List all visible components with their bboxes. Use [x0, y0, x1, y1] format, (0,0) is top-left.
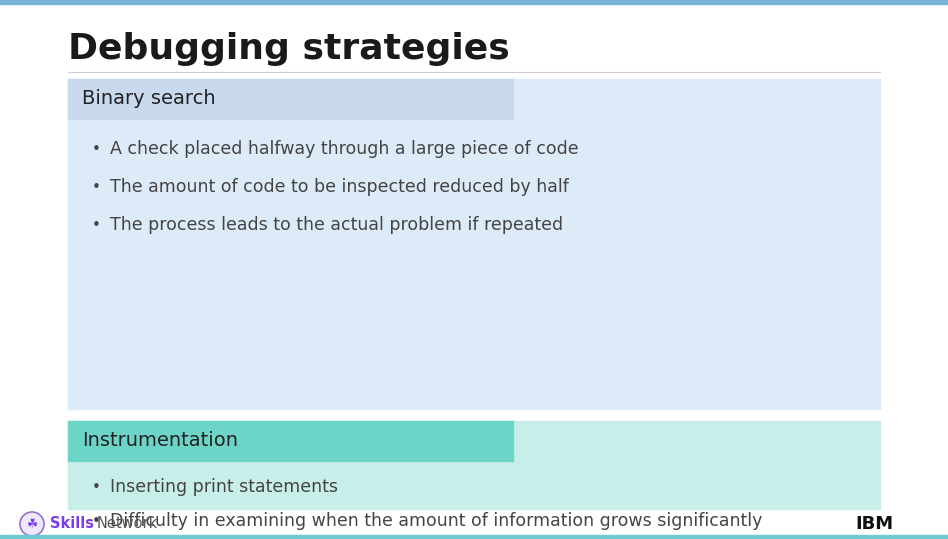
Bar	[68, 421, 880, 509]
Bar	[68, 79, 880, 409]
Text: Debugging strategies: Debugging strategies	[68, 32, 510, 66]
Text: The amount of code to be inspected reduced by half: The amount of code to be inspected reduc…	[110, 178, 569, 196]
Text: ☘: ☘	[27, 517, 38, 530]
Text: IBM: IBM	[855, 515, 893, 533]
Text: Binary search: Binary search	[82, 89, 215, 108]
Text: The process leads to the actual problem if repeated: The process leads to the actual problem …	[110, 216, 563, 234]
Text: •: •	[92, 179, 100, 195]
Bar	[0, 0, 948, 4]
Text: Network: Network	[97, 516, 158, 531]
Bar	[68, 79, 513, 119]
Bar	[68, 421, 513, 461]
Text: •: •	[92, 142, 100, 156]
Bar	[0, 535, 948, 539]
Text: •: •	[92, 514, 100, 529]
Text: •: •	[92, 218, 100, 232]
Text: Instrumentation: Instrumentation	[82, 432, 238, 451]
Text: Difficulty in examining when the amount of information grows significantly: Difficulty in examining when the amount …	[110, 512, 762, 530]
Circle shape	[20, 512, 44, 536]
Text: Skills: Skills	[50, 516, 94, 531]
Text: Inserting print statements: Inserting print statements	[110, 478, 338, 496]
Text: •: •	[92, 480, 100, 494]
Text: A check placed halfway through a large piece of code: A check placed halfway through a large p…	[110, 140, 578, 158]
